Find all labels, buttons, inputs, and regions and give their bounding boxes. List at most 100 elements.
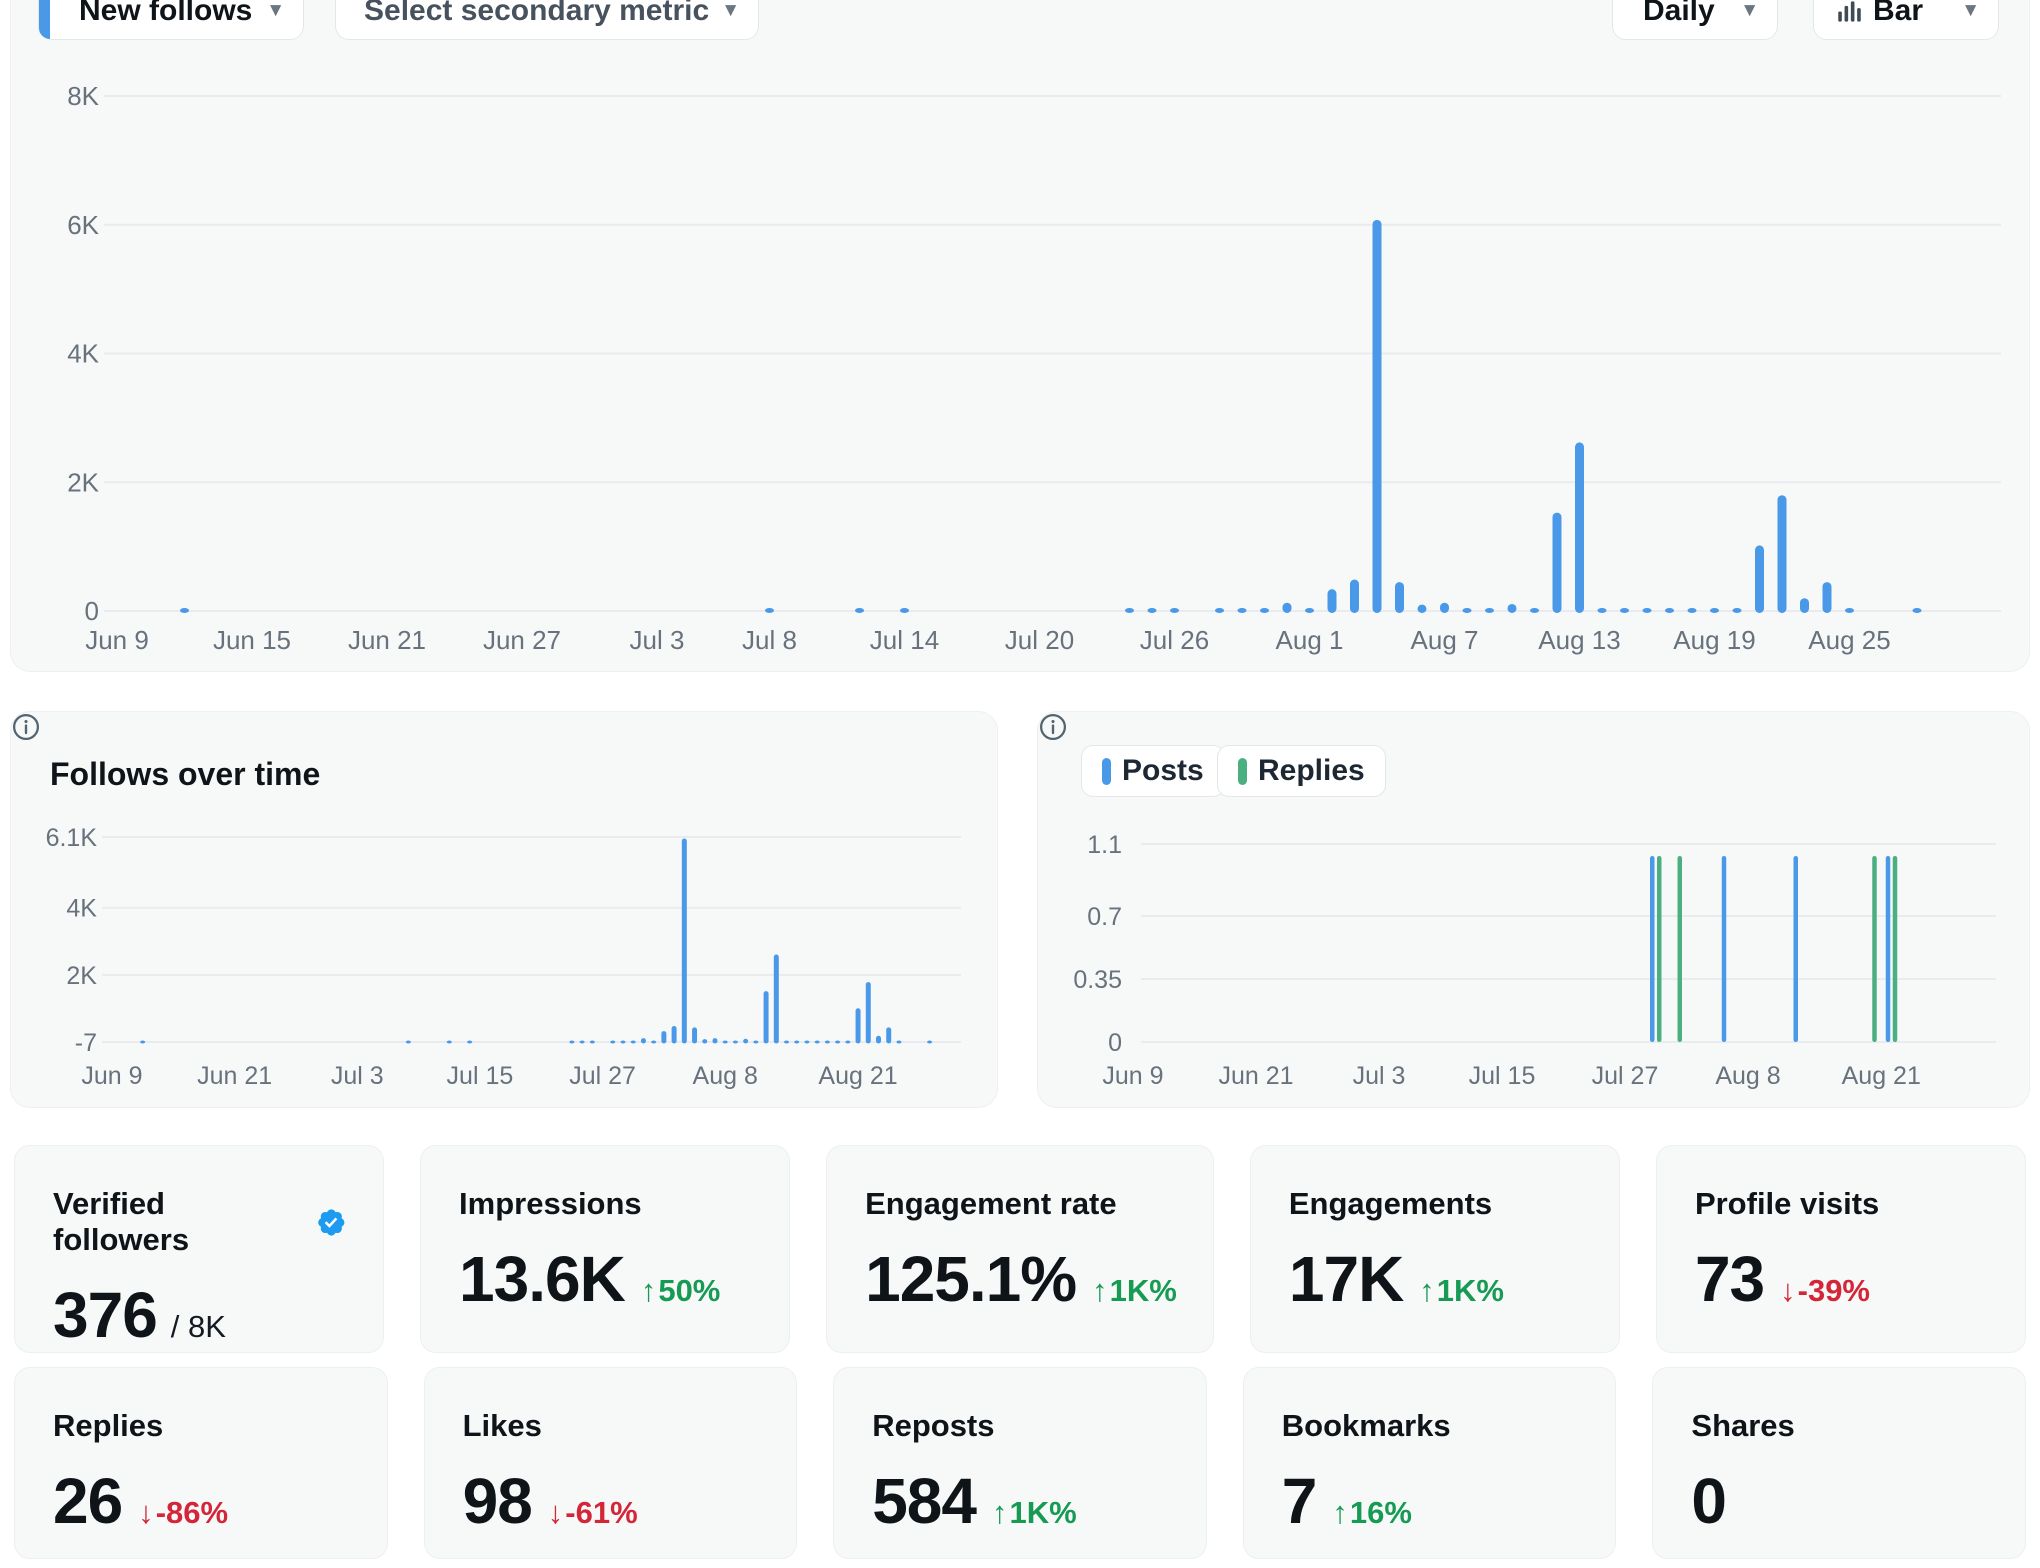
event-bar-posts[interactable]: [1650, 856, 1655, 1042]
chart-bar[interactable]: [1822, 582, 1832, 613]
chart-bar[interactable]: [569, 1040, 575, 1044]
chart-bar[interactable]: [824, 1040, 830, 1044]
chart-bar[interactable]: [579, 1040, 585, 1044]
chart-bar[interactable]: [865, 982, 871, 1044]
chart-bar[interactable]: [855, 1008, 861, 1044]
chart-bar[interactable]: [1575, 442, 1584, 613]
chart-bar[interactable]: [405, 1040, 411, 1044]
chart-bar[interactable]: [753, 1040, 759, 1044]
chart-bar[interactable]: [804, 1040, 810, 1044]
chart-type-button[interactable]: Bar ▼: [1813, 0, 1999, 40]
arrow-down-icon: ↓: [1780, 1273, 1796, 1308]
chart-bar[interactable]: [886, 1027, 892, 1044]
chart-bar[interactable]: [1440, 602, 1449, 613]
chart-bar[interactable]: [1147, 608, 1157, 613]
secondary-metric-button[interactable]: Select secondary metric ▼: [335, 0, 759, 40]
chart-bar[interactable]: [1260, 608, 1269, 613]
chart-bar[interactable]: [1327, 589, 1337, 613]
chart-bar[interactable]: [1215, 608, 1224, 613]
chart-bar[interactable]: [180, 608, 189, 613]
chart-bar[interactable]: [763, 991, 769, 1044]
chart-bar[interactable]: [712, 1038, 718, 1044]
chart-bar[interactable]: [743, 1038, 749, 1044]
chart-bar[interactable]: [1710, 608, 1719, 613]
chart-bar[interactable]: [1642, 608, 1652, 613]
chart-bar[interactable]: [1372, 219, 1382, 613]
chart-bar[interactable]: [765, 608, 774, 613]
chart-bar[interactable]: [671, 1026, 677, 1044]
stat-card-bookmarks: Bookmarks 7 ↑ 16%: [1242, 1367, 1617, 1559]
chart-bar[interactable]: [896, 1040, 902, 1044]
chevron-down-icon: ▼: [721, 0, 740, 21]
chart-bar[interactable]: [1485, 608, 1494, 613]
chart-bar[interactable]: [1665, 608, 1674, 613]
chart-bar[interactable]: [1912, 608, 1922, 613]
chart-bar[interactable]: [1530, 608, 1539, 613]
chart-bar[interactable]: [651, 1040, 657, 1044]
chart-bar[interactable]: [1620, 608, 1629, 613]
chart-bar[interactable]: [722, 1040, 728, 1044]
secondary-metric-label: Select secondary metric: [364, 0, 710, 27]
event-bar-replies[interactable]: [1657, 856, 1662, 1042]
legend-posts-chip[interactable]: Posts: [1081, 745, 1225, 797]
chart-bar[interactable]: [140, 1040, 146, 1044]
chart-bar[interactable]: [630, 1040, 636, 1044]
legend-replies-chip[interactable]: Replies: [1217, 745, 1386, 797]
chart-bar[interactable]: [1552, 512, 1562, 613]
chart-bar[interactable]: [446, 1040, 452, 1044]
chart-bar[interactable]: [589, 1040, 595, 1044]
stat-value: 73: [1694, 1243, 1765, 1315]
chart-bar[interactable]: [732, 1040, 738, 1044]
event-bar-replies[interactable]: [1677, 856, 1683, 1042]
stat-card-profile-visits: Profile visits 73 ↓ -39%: [1655, 1145, 2026, 1353]
chart-bar[interactable]: [1507, 603, 1517, 613]
chart-bar[interactable]: [610, 1040, 616, 1044]
interval-button[interactable]: Daily ▼: [1612, 0, 1778, 40]
chart-bar[interactable]: [1282, 602, 1292, 613]
chart-bar[interactable]: [835, 1040, 841, 1044]
chart-bar[interactable]: [1170, 608, 1179, 613]
chart-bar[interactable]: [773, 954, 779, 1044]
chart-bar[interactable]: [1417, 604, 1427, 613]
chart-bar[interactable]: [845, 1040, 851, 1044]
axis-label: Jul 26: [1140, 625, 1209, 655]
chart-bar[interactable]: [1462, 608, 1472, 613]
chart-bar[interactable]: [620, 1040, 626, 1044]
chart-bar[interactable]: [1732, 608, 1742, 613]
chart-bar[interactable]: [927, 1040, 933, 1044]
chart-bar[interactable]: [640, 1038, 646, 1044]
chart-bar[interactable]: [1350, 579, 1359, 613]
chart-bar[interactable]: [1777, 495, 1787, 613]
primary-metric-button[interactable]: New follows ▼: [38, 0, 304, 40]
chart-bar[interactable]: [876, 1035, 881, 1044]
chart-bar[interactable]: [814, 1040, 820, 1044]
chart-bar[interactable]: [702, 1039, 708, 1044]
chart-bar[interactable]: [794, 1040, 800, 1044]
chart-bar[interactable]: [1125, 608, 1134, 613]
chart-bar[interactable]: [1845, 608, 1854, 613]
chart-bar[interactable]: [1597, 608, 1607, 613]
event-bar-replies[interactable]: [1872, 856, 1877, 1042]
chart-bar[interactable]: [1237, 608, 1247, 613]
chart-bar[interactable]: [784, 1040, 790, 1044]
chart-bar[interactable]: [681, 838, 687, 1044]
chart-bar[interactable]: [1687, 608, 1697, 613]
chart-bar[interactable]: [1305, 608, 1314, 613]
info-icon[interactable]: [1038, 712, 1068, 742]
event-bar-posts[interactable]: [1793, 856, 1799, 1042]
event-bar-replies[interactable]: [1892, 856, 1898, 1042]
chart-bar[interactable]: [1800, 598, 1809, 613]
axis-label: Jul 3: [331, 1062, 384, 1090]
axis-label: 0: [1108, 1029, 1122, 1057]
info-icon[interactable]: [11, 712, 41, 742]
event-bar-posts[interactable]: [1721, 856, 1727, 1042]
chart-bar[interactable]: [661, 1031, 667, 1044]
chart-bar[interactable]: [900, 608, 909, 613]
event-bar-posts[interactable]: [1885, 856, 1891, 1042]
chart-bar[interactable]: [855, 608, 864, 613]
chart-bar[interactable]: [692, 1027, 698, 1044]
chart-bar[interactable]: [467, 1040, 473, 1044]
chart-bar[interactable]: [1395, 582, 1404, 613]
chart-bar[interactable]: [1755, 545, 1764, 613]
stat-trend: ↑ 1K%: [1092, 1273, 1177, 1308]
